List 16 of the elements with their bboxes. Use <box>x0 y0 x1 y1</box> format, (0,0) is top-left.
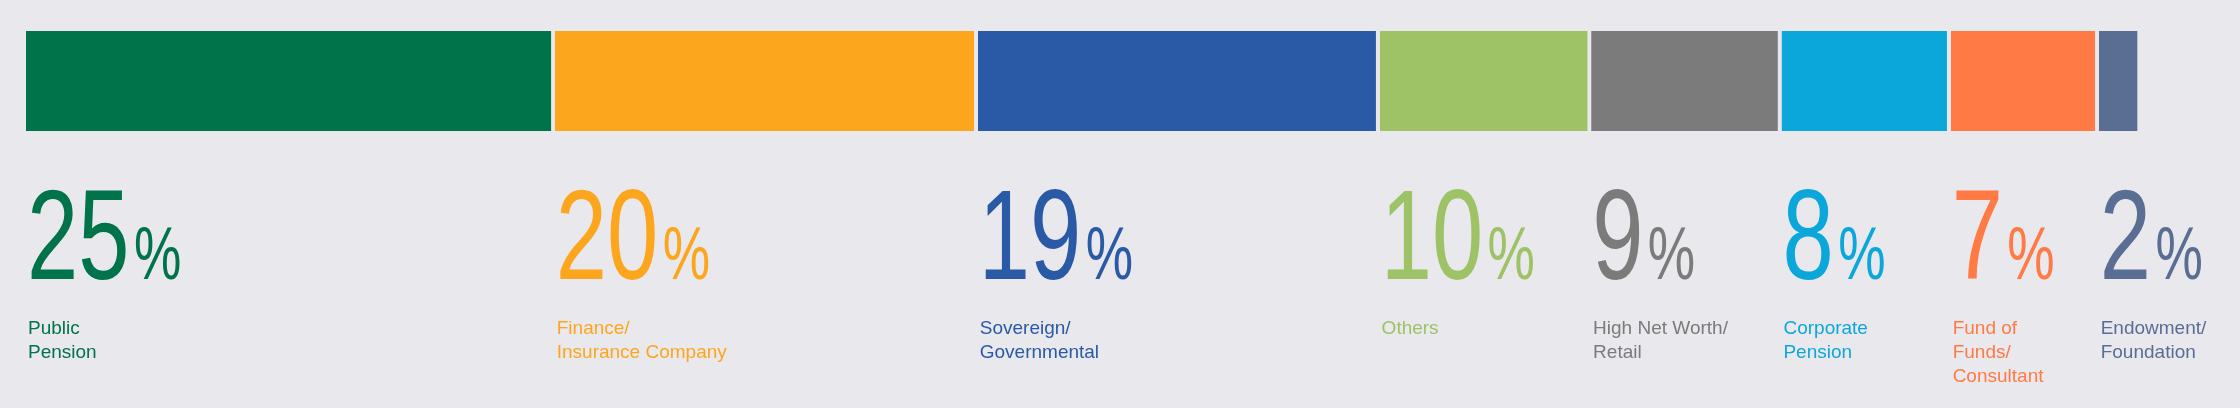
data-label: 9% <box>1592 163 1696 307</box>
data-label: 7% <box>1951 163 2055 307</box>
data-label: 10% <box>1380 163 1535 307</box>
data-label: 8% <box>1782 163 1886 307</box>
data-label: 25% <box>27 163 182 307</box>
data-label: 20% <box>555 163 711 307</box>
text: Fund of Funds/ Consultant <box>1952 317 2045 386</box>
data-label: 2% <box>2099 163 2203 307</box>
text: Others <box>1381 317 1439 338</box>
text: Sovereign/ Governmental <box>979 317 1100 362</box>
text: Endowment/ Foundation <box>2100 317 2208 362</box>
data-label: 19% <box>978 163 1134 307</box>
text: Public Pension <box>28 317 97 362</box>
text: Finance/ Insurance Company <box>556 317 728 362</box>
text: High Net Worth/ Retail <box>1593 317 1729 362</box>
text: Corporate Pension <box>1783 317 1868 362</box>
